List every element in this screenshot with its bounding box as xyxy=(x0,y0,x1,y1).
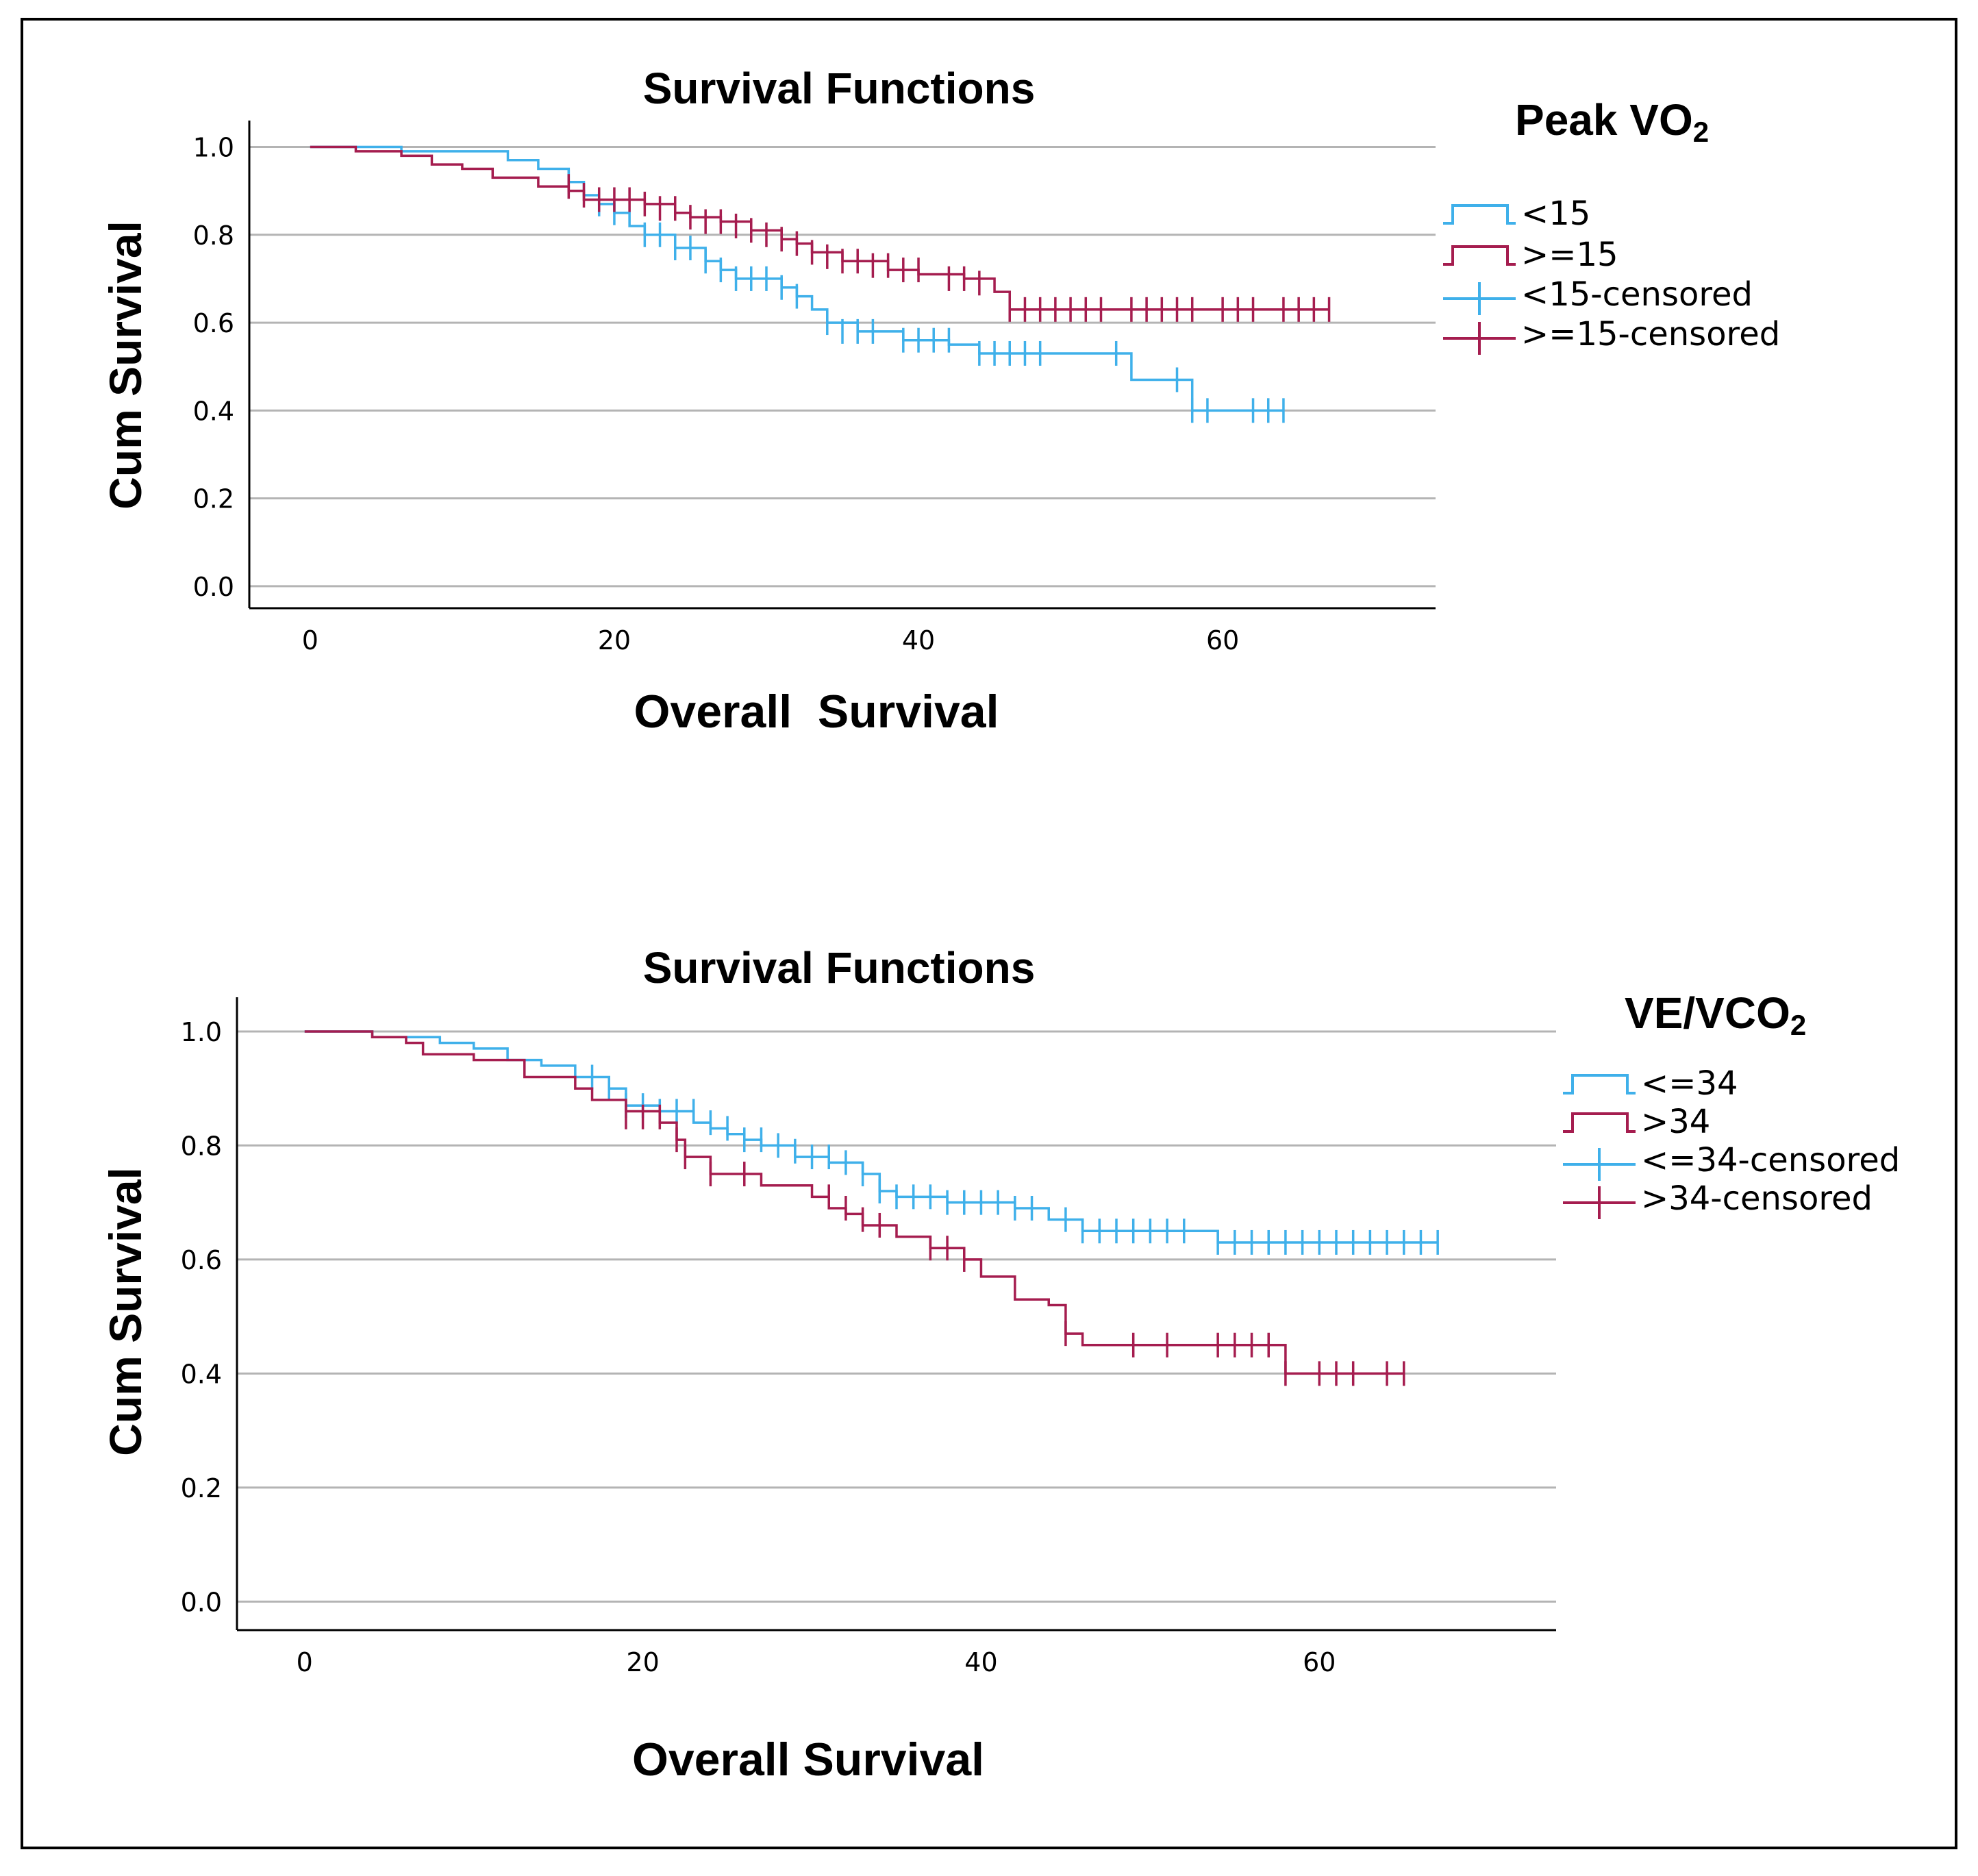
legend-censor-symbol xyxy=(1443,322,1516,355)
y-tick-label: 0.2 xyxy=(181,1473,222,1503)
x-tick-label: 40 xyxy=(902,625,935,655)
legend-label: <=34 xyxy=(1641,1064,1738,1103)
x-tick-label: 60 xyxy=(1206,625,1239,655)
survival-curve xyxy=(304,1030,1438,1244)
y-tick-label: 0.2 xyxy=(193,484,234,514)
y-tick-label: 1.0 xyxy=(193,132,234,162)
legend-label: >=15 xyxy=(1521,236,1618,274)
legend-step-symbol xyxy=(1563,1112,1636,1133)
x-tick-label: 0 xyxy=(297,1647,313,1677)
legend-label: <15-censored xyxy=(1521,275,1753,314)
legend-censor-symbol xyxy=(1563,1186,1636,1219)
y-tick-label: 0.4 xyxy=(181,1359,222,1389)
legend-step-symbol xyxy=(1443,204,1516,225)
legend-title: Peak VO2 xyxy=(1515,95,1710,148)
legend-censor-symbol xyxy=(1443,282,1516,315)
y-tick-label: 0.8 xyxy=(181,1131,222,1161)
legend-label: >34-censored xyxy=(1641,1179,1873,1218)
legend-label: >34 xyxy=(1641,1103,1711,1141)
x-tick-label: 40 xyxy=(964,1647,997,1677)
y-tick-label: 0.6 xyxy=(193,308,234,338)
legend-step-symbol xyxy=(1563,1074,1636,1095)
y-tick-label: 0.0 xyxy=(181,1587,222,1617)
x-axis-label: Overall Survival xyxy=(634,686,999,738)
chart-title: Survival Functions xyxy=(642,64,1036,113)
chart-title: Survival Functions xyxy=(642,943,1036,992)
y-tick-label: 0.4 xyxy=(193,396,234,426)
figure-frame xyxy=(21,18,1957,1849)
y-tick-label: 1.0 xyxy=(181,1017,222,1047)
x-tick-label: 60 xyxy=(1303,1647,1336,1677)
legend-label: >=15-censored xyxy=(1521,315,1781,353)
legend-step-symbol xyxy=(1443,245,1516,266)
legend-label: <=34-censored xyxy=(1641,1141,1901,1179)
x-axis-label: Overall Survival xyxy=(631,1734,985,1786)
y-tick-label: 0.6 xyxy=(181,1245,222,1275)
survival-curve xyxy=(304,1030,1404,1375)
legend-censor-symbol xyxy=(1563,1148,1636,1181)
x-tick-label: 20 xyxy=(626,1647,659,1677)
legend-title: VE/VCO2 xyxy=(1625,988,1807,1041)
y-tick-label: 0.8 xyxy=(193,221,234,251)
x-tick-label: 20 xyxy=(598,625,631,655)
legend-label: <15 xyxy=(1521,195,1591,233)
x-tick-label: 0 xyxy=(302,625,318,655)
y-tick-label: 0.0 xyxy=(193,572,234,602)
